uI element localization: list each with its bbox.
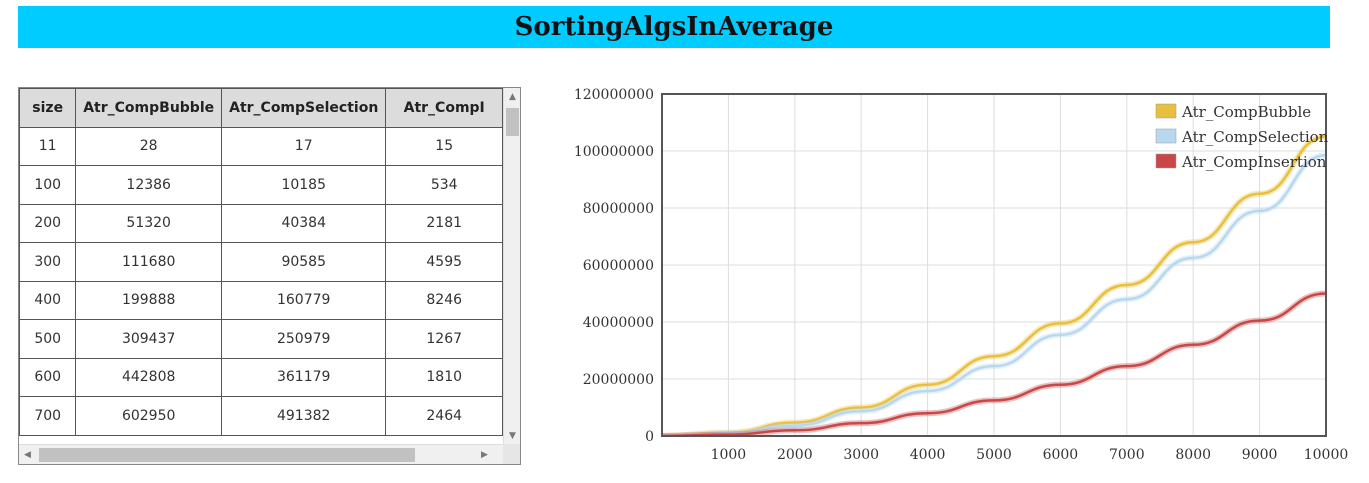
table-row: 11 28 17 15 [19, 126, 503, 166]
series-line-Atr_CompBubble [662, 135, 1327, 436]
x-tick-label: 4000 [910, 447, 946, 463]
table-row: 200 51320 40384 2181 [19, 203, 503, 243]
x-tick-label: 8000 [1175, 447, 1211, 463]
table-row: 400 199888 160779 8246 [19, 280, 503, 320]
horizontal-scroll-thumb[interactable] [39, 448, 415, 462]
table-row: 300 111680 90585 4595 [19, 242, 503, 282]
x-tick-label: 10000 [1304, 447, 1349, 463]
table-cell: 602950 [75, 396, 222, 436]
chart-container: 0 20000000 40000000 60000000 80000000 1000000… [560, 78, 1360, 478]
y-tick-label: 0 [645, 429, 654, 445]
y-tick-label: 120000000 [574, 87, 654, 103]
data-table-panel: size Atr_CompBubble Atr_CompSelection At… [18, 87, 521, 465]
x-tick-label: 5000 [976, 447, 1012, 463]
triangle-right-icon[interactable]: ▶ [481, 450, 488, 460]
table-cell: 111680 [75, 242, 222, 282]
table-cell: 40384 [220, 203, 387, 243]
table-cell: 4595 [385, 242, 503, 282]
triangle-up-icon[interactable]: ▲ [509, 91, 516, 102]
column-header-bubble[interactable]: Atr_CompBubble [75, 88, 222, 128]
title-bar: SortingAlgsInAverage [18, 6, 1330, 48]
horizontal-scrollbar[interactable]: ◀ ▶ [19, 444, 503, 464]
table-cell: 15 [385, 126, 503, 166]
vertical-scroll-thumb[interactable] [506, 108, 519, 136]
table-cell: 309437 [75, 319, 222, 359]
column-header-selection[interactable]: Atr_CompSelection [220, 88, 387, 128]
triangle-left-icon[interactable]: ◀ [24, 450, 31, 460]
plot-border [661, 93, 1327, 437]
line-chart: 0 20000000 40000000 60000000 80000000 1000000… [574, 87, 1349, 463]
data-table: size Atr_CompBubble Atr_CompSelection At… [19, 88, 503, 436]
table-cell: 500 [19, 319, 77, 359]
series-line-Atr_CompSelection [662, 154, 1327, 436]
table-row: 100 12386 10185 534 [19, 165, 503, 205]
page-title: SortingAlgsInAverage [514, 12, 834, 42]
table-cell: 199888 [75, 280, 222, 320]
series-line-Atr_CompInsertion [662, 292, 1327, 436]
table-cell: 160779 [220, 280, 387, 320]
table-cell: 400 [19, 280, 77, 320]
table-cell: 12386 [75, 165, 222, 205]
x-tick-label: 7000 [1109, 447, 1145, 463]
legend-swatch [1155, 153, 1177, 169]
triangle-down-icon[interactable]: ▼ [509, 430, 516, 441]
table-cell: 2464 [385, 396, 503, 436]
table-cell: 2181 [385, 203, 503, 243]
x-tick-label: 2000 [777, 447, 813, 463]
x-tick-label: 6000 [1043, 447, 1079, 463]
table-cell: 100 [19, 165, 77, 205]
table-cell: 1267 [385, 319, 503, 359]
table-cell: 300 [19, 242, 77, 282]
scrollbar-corner [503, 444, 520, 464]
table-cell: 700 [19, 396, 77, 436]
table-cell: 8246 [385, 280, 503, 320]
table-cell: 17 [220, 126, 387, 166]
table-row: 700 602950 491382 2464 [19, 396, 503, 436]
y-tick-label: 60000000 [583, 258, 654, 274]
table-cell: 442808 [75, 357, 222, 397]
table-cell: 1810 [385, 357, 503, 397]
table-viewport[interactable]: size Atr_CompBubble Atr_CompSelection At… [19, 88, 503, 444]
table-cell: 11 [19, 126, 77, 166]
legend-swatch [1155, 103, 1177, 119]
table-cell: 28 [75, 126, 222, 166]
column-header-insertion[interactable]: Atr_CompI [385, 88, 503, 128]
x-tick-label: 9000 [1242, 447, 1278, 463]
legend-label: Atr_CompInsertion [1181, 153, 1327, 171]
table-row: 600 442808 361179 1810 [19, 357, 503, 397]
table-cell: 51320 [75, 203, 222, 243]
table-row: 500 309437 250979 1267 [19, 319, 503, 359]
legend-swatch [1155, 128, 1177, 144]
table-cell: 600 [19, 357, 77, 397]
vertical-scrollbar[interactable]: ▲ ▼ [503, 88, 520, 444]
legend-label: Atr_CompSelection [1181, 128, 1329, 146]
table-cell: 361179 [220, 357, 387, 397]
table-cell: 491382 [220, 396, 387, 436]
legend-label: Atr_CompBubble [1181, 103, 1311, 121]
y-tick-label: 100000000 [574, 144, 654, 160]
x-tick-label: 1000 [711, 447, 747, 463]
table-cell: 90585 [220, 242, 387, 282]
table-cell: 200 [19, 203, 77, 243]
table-cell: 250979 [220, 319, 387, 359]
table-header-row: size Atr_CompBubble Atr_CompSelection At… [19, 88, 503, 128]
table-cell: 534 [385, 165, 503, 205]
column-header-size[interactable]: size [19, 88, 77, 128]
y-tick-label: 80000000 [583, 201, 654, 217]
table-cell: 10185 [220, 165, 387, 205]
x-tick-label: 3000 [843, 447, 879, 463]
y-tick-label: 20000000 [583, 372, 654, 388]
y-tick-label: 40000000 [583, 315, 654, 331]
